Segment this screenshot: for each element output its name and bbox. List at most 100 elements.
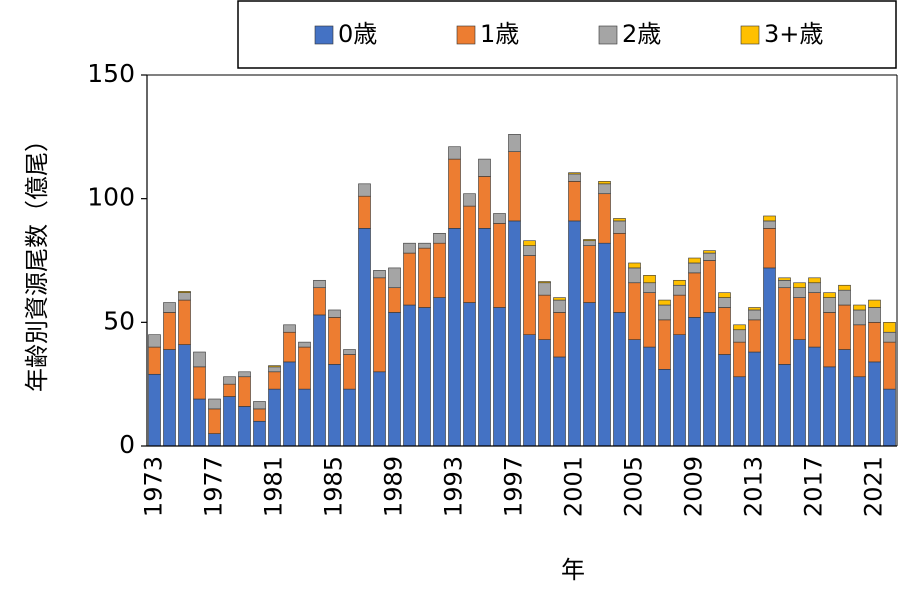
bar-segment xyxy=(433,232,446,244)
bar-segment xyxy=(358,195,371,229)
legend-label: 3+歳 xyxy=(764,20,823,48)
bar-segment xyxy=(793,287,806,298)
bar-segment xyxy=(478,158,491,177)
bar-segment xyxy=(703,260,716,313)
bar-segment xyxy=(763,220,776,229)
bar-segment xyxy=(628,267,641,284)
bar-segment xyxy=(268,366,281,373)
bar-segment xyxy=(643,346,656,447)
bar-segment xyxy=(343,388,356,447)
bar-segment xyxy=(703,252,716,261)
bar-segment xyxy=(673,279,686,286)
bar-segment xyxy=(688,257,701,264)
bar-segment xyxy=(688,317,701,447)
y-axis-title: 年齢別資源尾数（億尾） xyxy=(23,128,51,392)
bar-segment xyxy=(148,373,161,447)
bar-segment xyxy=(748,351,761,447)
bar-segment xyxy=(283,331,296,363)
bar-segment xyxy=(448,146,461,160)
bar-segment xyxy=(238,376,251,407)
bar-segment xyxy=(778,287,791,365)
bar-segment xyxy=(583,239,596,242)
bar-segment xyxy=(403,252,416,306)
bar-segment xyxy=(208,433,221,447)
bar-segment xyxy=(718,354,731,447)
bar-segment xyxy=(328,317,341,365)
bar-segment xyxy=(208,398,221,410)
bar-segment xyxy=(163,302,176,313)
bar-segment xyxy=(298,346,311,390)
bar-segment xyxy=(523,334,536,447)
bar-segment xyxy=(748,307,761,311)
bar-segment xyxy=(673,284,686,296)
bar-segment xyxy=(313,279,326,289)
bar-segment xyxy=(328,309,341,318)
legend-swatch xyxy=(598,25,618,45)
bar-segment xyxy=(763,267,776,447)
bar-segment xyxy=(628,282,641,340)
bar-segment xyxy=(478,176,491,229)
bar-segment xyxy=(268,388,281,447)
bar-segment xyxy=(613,220,626,234)
bar-segment xyxy=(253,408,266,422)
bar-segment xyxy=(373,270,386,279)
bar-segment xyxy=(298,388,311,447)
bar-segment xyxy=(823,292,836,298)
bar-segment xyxy=(328,364,341,447)
bar-segment xyxy=(868,361,881,447)
bar-segment xyxy=(868,322,881,363)
bar-segment xyxy=(433,242,446,298)
legend-box xyxy=(237,0,897,69)
bar-segment xyxy=(253,420,266,447)
bar-segment xyxy=(493,223,506,308)
bar-segment xyxy=(778,364,791,447)
bar-segment xyxy=(853,324,866,378)
bar-segment xyxy=(448,158,461,229)
x-tick-label: 2001 xyxy=(560,456,588,517)
x-tick-label: 1993 xyxy=(440,456,468,517)
bar-segment xyxy=(853,376,866,447)
bar-segment xyxy=(763,228,776,269)
bar-segment xyxy=(298,341,311,348)
legend-label: 2歳 xyxy=(622,20,661,48)
bar-segment xyxy=(238,371,251,378)
y-tick-label: 50 xyxy=(103,306,135,335)
bar-segment xyxy=(793,282,806,289)
bar-segment xyxy=(418,242,431,249)
bar-segment xyxy=(223,383,236,397)
x-tick-label: 2005 xyxy=(620,456,648,517)
bar-segment xyxy=(658,304,671,321)
bar-segment xyxy=(613,232,626,313)
bar-segment xyxy=(463,205,476,303)
bar-segment xyxy=(283,361,296,447)
bar-segment xyxy=(688,262,701,274)
bar-segment xyxy=(778,277,791,281)
bar-segment xyxy=(823,312,836,368)
bar-segment xyxy=(463,193,476,207)
bar-segment xyxy=(178,292,191,301)
bar-segment xyxy=(193,351,206,368)
legend-swatch xyxy=(314,25,334,45)
bar-segment xyxy=(793,297,806,340)
x-tick-label: 1985 xyxy=(320,456,348,517)
bar-segment xyxy=(373,277,386,373)
bar-segment xyxy=(358,183,371,197)
bar-segment xyxy=(388,287,401,313)
legend-label: 1歳 xyxy=(480,20,519,48)
bar-segment xyxy=(808,346,821,447)
bar-segment xyxy=(703,250,716,254)
bar-segment xyxy=(808,277,821,284)
bar-segment xyxy=(568,181,581,222)
bar-segment xyxy=(658,369,671,447)
bar-segment xyxy=(673,334,686,447)
bar-segment xyxy=(568,172,581,175)
bar-segment xyxy=(853,309,866,326)
bar-segment xyxy=(613,218,626,222)
bar-segment xyxy=(583,245,596,303)
bar-segment xyxy=(238,406,251,447)
bar-segment xyxy=(733,329,746,343)
bar-segment xyxy=(598,193,611,244)
y-tick-label: 0 xyxy=(119,430,135,459)
bar-segment xyxy=(748,319,761,353)
bar-segment xyxy=(178,344,191,447)
